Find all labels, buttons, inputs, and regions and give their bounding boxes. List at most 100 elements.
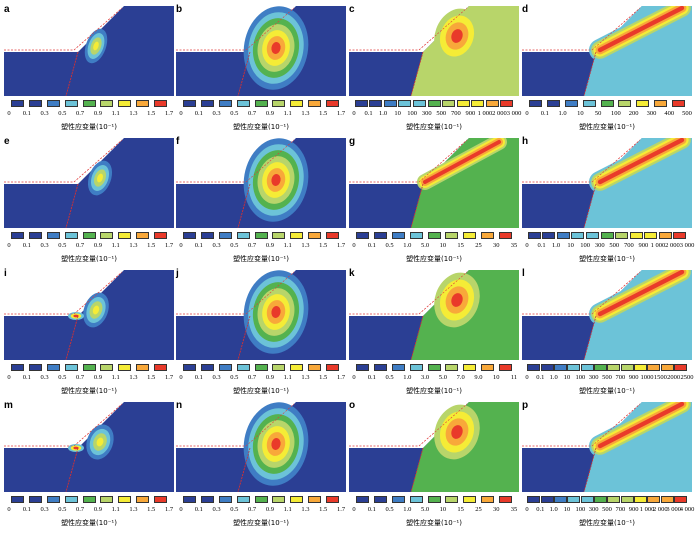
legend-swatch [64,100,78,107]
panel-letter: a [4,4,10,15]
legend-tick-label: 1.3 [301,110,310,117]
legend-swatch [29,364,43,371]
legend-tick-label: 900 [465,110,476,117]
legend [522,364,692,376]
legend-tick-label: 30 [492,242,500,249]
legend-tick-label: 0 [525,374,529,381]
legend-tick-label: 15 [457,242,464,249]
legend-swatch [427,100,441,107]
panel-letter: k [349,268,355,279]
legend-swatch [82,364,96,371]
legend [4,232,174,244]
legend-tick-label: 0.3 [212,110,221,117]
contour-plot [349,138,519,228]
legend-ticks: 0 0.1 0.3 0.5 0.7 0.9 1.1 1.3 1.5 1.7 [176,506,346,516]
legend-swatch [153,100,167,107]
legend-swatch [480,496,494,503]
air-region [4,6,124,52]
legend-swatch [354,100,368,107]
panel-letter: p [522,400,529,411]
legend-swatch [445,364,459,371]
legend-ticks: 0 0.1 1.0 10 100 300 500 700 900 1 000 2 000 3 000 4… [522,506,695,516]
legend-tick-label: 0.1 [537,242,546,249]
legend-tick-label: 10 [563,374,571,381]
legend-swatch [673,232,687,239]
strain-zone [434,404,480,460]
legend-swatch [456,100,470,107]
legend-tick-label: 0.1 [22,242,31,249]
legend-tick-label: 0.3 [212,374,221,381]
air-region [4,402,124,448]
legend-swatch [153,232,167,239]
legend-swatch [290,100,304,107]
legend-swatch [427,364,441,371]
legend-swatch [11,100,25,107]
legend-swatch [647,364,661,371]
legend-swatch [236,364,250,371]
legend-swatch [356,496,370,503]
legend-ticks: 0 0.1 1.0 10 100 300 500 700 900 1 000 2 000 3 000 [522,242,694,252]
legend-tick-label: 500 [602,506,612,513]
legend [349,100,519,112]
legend-swatch [580,364,594,371]
legend-swatch [100,496,114,503]
legend-tick-label: 300 [421,110,432,117]
legend-tick-label: 3 000 [666,506,681,513]
legend [349,232,519,244]
shear-band [417,138,507,190]
legend-tick-label: 1.3 [129,242,138,249]
legend-tick-label: 0 [525,242,529,249]
legend-swatch [183,496,197,503]
legend-swatch [183,364,197,371]
legend-tick-label: 300 [646,110,657,117]
legend-swatch [480,364,494,371]
legend-swatch [201,232,215,239]
legend-tick-label: 4 000 [679,506,695,513]
legend-swatch [272,100,286,107]
legend-tick-label: 1.0 [403,242,412,249]
legend-tick-label: 0.5 [385,506,394,513]
panel-c: c 0 0.1 1.0 10 100 300 500 700 900 1 000 2 000 3 000… [349,4,521,134]
legend-swatch [82,100,96,107]
legend-tick-label: 25 [475,506,482,513]
legend-tick-label: 1.0 [549,374,558,381]
legend-tick-label: 15 [457,506,464,513]
legend-ticks: 0 0.1 0.3 0.5 0.7 0.9 1.1 1.3 1.5 1.7 [4,506,174,516]
legend-swatch [236,496,250,503]
contour-plot [522,138,692,228]
panel-letter: n [176,400,183,411]
legend [176,364,346,376]
legend-tick-label: 1.7 [336,110,346,117]
legend-swatch [254,364,268,371]
legend-tick-label: 0.9 [93,242,102,249]
legend-tick-label: 0.3 [40,242,49,249]
legend-tick-label: 1.5 [319,110,328,117]
legend-title: 塑性应变量(10⁻¹) [406,519,462,527]
legend-tick-label: 50 [594,110,602,117]
legend-tick-label: 30 [492,506,500,513]
legend [522,100,692,112]
legend-tick-label: 10 [439,506,447,513]
legend-tick-label: 1.7 [164,374,174,381]
legend-swatch [567,364,581,371]
legend-title: 塑性应变量(10⁻¹) [233,255,289,263]
legend-swatch [673,496,687,503]
legend-tick-label: 10 [394,110,401,117]
contour-plot [176,6,346,96]
legend-tick-label: 9.0 [474,374,483,381]
panel-letter: f [176,136,180,147]
legend-tick-label: 0.7 [248,374,257,381]
air-region [349,402,469,448]
legend-swatch [471,100,485,107]
strain-zone [243,6,309,90]
legend-swatch [480,232,494,239]
contour-plot [176,270,346,360]
legend-swatch [398,100,412,107]
legend-tick-label: 1.0 [558,110,567,117]
legend-swatch [580,496,594,503]
legend-swatch [620,496,634,503]
legend-title: 塑性应变量(10⁻¹) [406,123,462,131]
legend-tick-label: 5.0 [438,374,447,381]
legend-swatch [391,496,405,503]
legend-title: 塑性应变量(10⁻¹) [61,123,117,131]
